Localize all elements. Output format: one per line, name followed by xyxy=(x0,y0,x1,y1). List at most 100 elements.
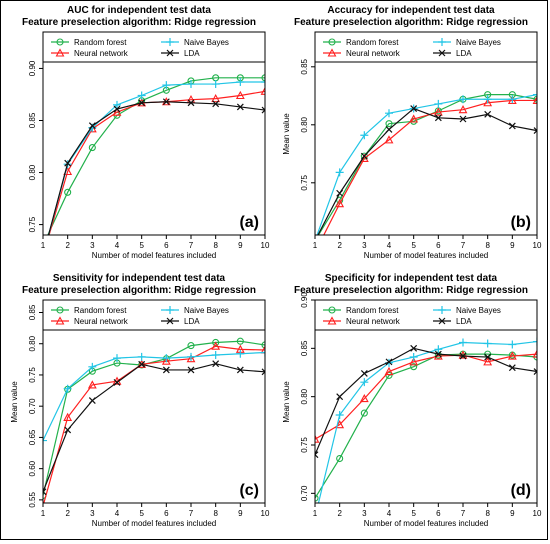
data-point xyxy=(211,341,221,350)
legend-label: Neural network xyxy=(346,317,401,326)
legend-marker xyxy=(55,48,65,57)
chart-subtitle: Feature preselection algorithm: Ridge re… xyxy=(294,285,528,296)
plot-area xyxy=(40,74,265,259)
plot-frame xyxy=(314,31,538,236)
data-point xyxy=(384,366,394,376)
x-tick-label: 3 xyxy=(90,509,95,518)
legend-label: LDA xyxy=(456,49,472,58)
data-point xyxy=(459,95,467,104)
x-tick-label: 4 xyxy=(387,509,392,518)
data-point xyxy=(360,370,368,377)
series-random-forest xyxy=(315,350,537,502)
data-point xyxy=(360,378,369,387)
series-line xyxy=(317,340,537,503)
panel-a: AUC for independent test data Feature pre… xyxy=(3,3,275,271)
data-point xyxy=(459,352,467,360)
x-tick-label: 10 xyxy=(533,509,542,518)
legend-marker xyxy=(438,317,446,325)
x-tick-label: 6 xyxy=(436,509,441,518)
x-tick-label: 10 xyxy=(533,241,542,250)
data-point xyxy=(63,412,73,421)
legend-label: Naive Bayes xyxy=(184,38,229,47)
series-line xyxy=(315,347,537,455)
y-tick-label: 0.65 xyxy=(28,429,37,445)
y-tick-label: 0.75 xyxy=(28,216,37,232)
data-point xyxy=(236,77,245,86)
data-point xyxy=(533,127,537,135)
data-point xyxy=(336,189,344,197)
data-point xyxy=(162,81,171,90)
legend-label: Naive Bayes xyxy=(456,38,501,47)
data-point xyxy=(187,366,195,374)
legend-marker xyxy=(327,316,337,325)
data-point xyxy=(434,350,442,358)
legend-marker xyxy=(328,306,336,314)
plot-area xyxy=(43,337,265,503)
legend: Random forest Naive Bayes Neural network LD… xyxy=(323,38,501,58)
data-point xyxy=(187,99,195,107)
legend-marker xyxy=(166,49,174,57)
data-point xyxy=(162,366,170,374)
data-point xyxy=(63,384,72,393)
legend-label: Random forest xyxy=(346,38,399,47)
panel-label: (b) xyxy=(511,214,531,231)
y-tick-label: 0.60 xyxy=(28,460,37,476)
data-point xyxy=(187,342,195,350)
y-axis-label: Mean value xyxy=(10,381,19,423)
data-point xyxy=(137,91,146,100)
x-tick-label: 3 xyxy=(90,241,95,250)
series-neural-network xyxy=(323,95,537,235)
data-point xyxy=(161,356,171,365)
data-point xyxy=(409,353,418,362)
legend-label: Naive Bayes xyxy=(184,306,229,315)
data-point xyxy=(113,105,121,113)
data-point xyxy=(211,80,220,89)
plot-area xyxy=(315,337,537,503)
series-random-forest xyxy=(317,91,537,235)
x-axis-label: Number of model features included xyxy=(92,251,217,260)
data-point xyxy=(385,120,393,128)
x-tick-label: 5 xyxy=(411,241,416,250)
data-point xyxy=(385,126,393,133)
series-line xyxy=(47,101,265,235)
x-tick-label: 5 xyxy=(139,241,144,250)
data-point xyxy=(113,100,121,109)
y-tick-label: 0.85 xyxy=(28,112,37,128)
data-point xyxy=(359,393,369,403)
plot-frame xyxy=(314,299,538,504)
data-point xyxy=(112,107,122,116)
chart-title: Accuracy for independent test data xyxy=(327,5,495,16)
data-point xyxy=(88,122,96,130)
data-point xyxy=(212,100,220,108)
y-tick-label: 0.75 xyxy=(300,437,309,453)
data-point xyxy=(186,354,196,363)
chart-svg: Accuracy for independent test dataFeatur… xyxy=(282,5,542,260)
data-point xyxy=(433,107,443,116)
data-point xyxy=(261,77,265,86)
y-axis-label: Mean value xyxy=(282,113,291,155)
data-point xyxy=(507,351,517,360)
x-tick-label: 7 xyxy=(461,241,466,250)
data-point xyxy=(410,363,418,371)
legend-marker xyxy=(166,306,174,314)
x-tick-label: 2 xyxy=(65,241,70,250)
x-tick-label: 8 xyxy=(485,509,490,518)
x-tick-label: 6 xyxy=(164,509,169,518)
series-naive-bayes xyxy=(47,77,265,235)
x-tick-label: 7 xyxy=(461,509,466,518)
series-line xyxy=(43,345,265,503)
legend-label: LDA xyxy=(184,49,200,58)
panel-c: Sensitivity for independent test data Fea… xyxy=(3,271,275,539)
x-tick-label: 9 xyxy=(510,509,515,518)
data-point xyxy=(315,451,319,459)
chart-subtitle: Feature preselection algorithm: Ridge re… xyxy=(294,17,528,28)
data-point xyxy=(507,95,517,104)
series-line xyxy=(323,99,537,235)
data-point xyxy=(533,95,537,103)
data-point xyxy=(162,98,170,106)
y-tick-label: 0.75 xyxy=(300,174,309,190)
data-point xyxy=(40,253,46,259)
legend-marker xyxy=(327,48,337,57)
x-axis-label: Number of model features included xyxy=(92,519,217,528)
legend-label: Random forest xyxy=(74,38,127,47)
